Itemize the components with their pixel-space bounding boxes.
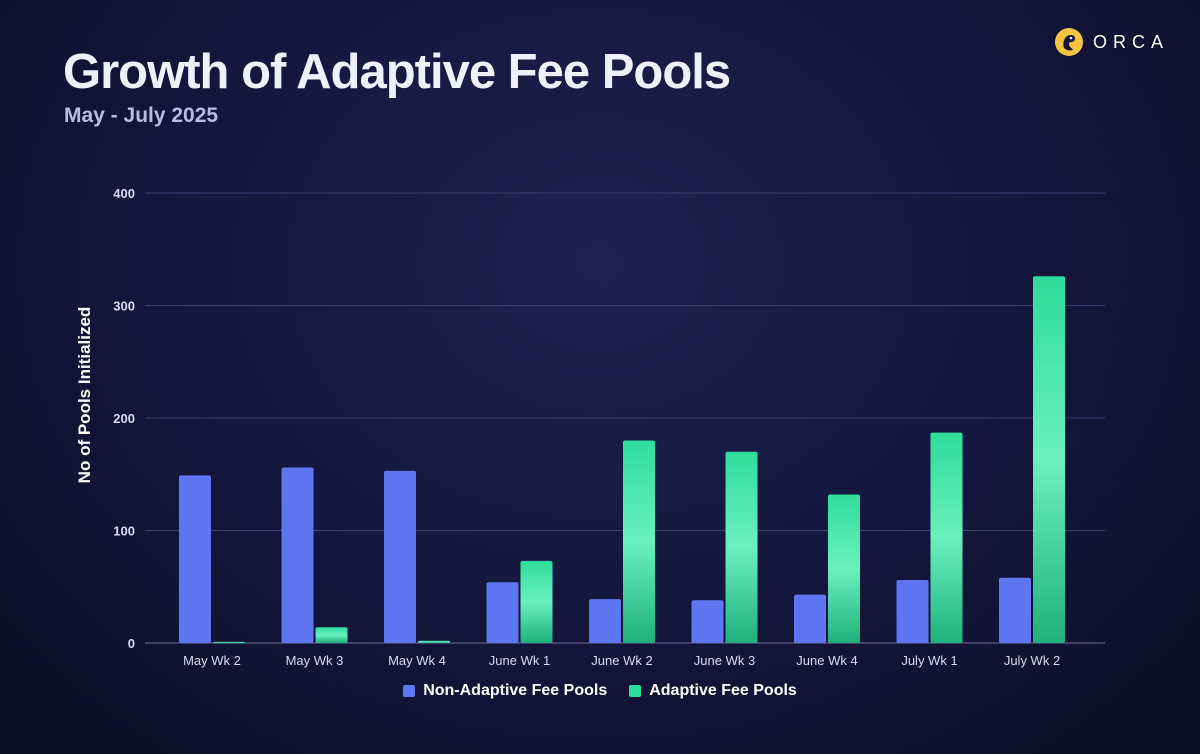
x-tick-label: June Wk 2 [591,653,652,668]
y-tick-label: 400 [113,186,135,201]
bar-non-adaptive [384,470,416,643]
x-tick-label: July Wk 1 [901,653,957,668]
legend-item-non-adaptive: Non-Adaptive Fee Pools [403,682,607,700]
legend-label-adaptive: Adaptive Fee Pools [649,682,797,699]
bar-adaptive [418,640,450,643]
bar-non-adaptive [999,577,1031,643]
x-tick-label: May Wk 3 [286,653,344,668]
y-tick-label: 0 [128,636,135,651]
bar-adaptive [213,641,245,643]
bar-non-adaptive [281,467,314,643]
brand-name: ORCA [1093,31,1170,52]
x-tick-label: June Wk 3 [694,653,755,668]
orca-whale-icon [1055,28,1083,56]
y-axis-label: No of Pools Initialized [75,307,94,484]
bar-non-adaptive [589,599,621,643]
bar-adaptive [315,627,348,643]
y-tick-label: 100 [113,524,135,539]
x-tick-label: June Wk 4 [796,653,857,668]
bar-adaptive [1033,276,1065,643]
legend-swatch-adaptive [629,685,642,697]
x-tick-label: July Wk 2 [1004,653,1060,668]
bar-non-adaptive [486,582,519,643]
bar-adaptive [930,432,963,643]
legend-item-adaptive: Adaptive Fee Pools [629,682,797,700]
legend-swatch-non-adaptive [403,685,416,697]
chart-title: Growth of Adaptive Fee Pools [63,45,731,99]
bar-adaptive [520,560,553,643]
chart-subtitle: May - July 2025 [64,104,219,127]
x-tick-label: May Wk 2 [183,653,241,668]
bar-adaptive [828,494,860,643]
bar-non-adaptive [794,594,826,643]
legend-label-non-adaptive: Non-Adaptive Fee Pools [423,682,608,699]
x-tick-label: May Wk 4 [388,653,446,668]
legend: Non-Adaptive Fee Pools Adaptive Fee Pool… [0,682,1200,700]
y-tick-label: 300 [113,299,135,314]
bar-adaptive [623,440,655,643]
orca-logo: ORCA [1055,28,1169,56]
bar-adaptive [725,451,758,643]
x-tick-label: June Wk 1 [489,653,550,668]
bar-non-adaptive [691,600,724,643]
bar-non-adaptive [179,475,211,643]
y-tick-label: 200 [113,411,135,426]
bar-non-adaptive [896,580,929,643]
